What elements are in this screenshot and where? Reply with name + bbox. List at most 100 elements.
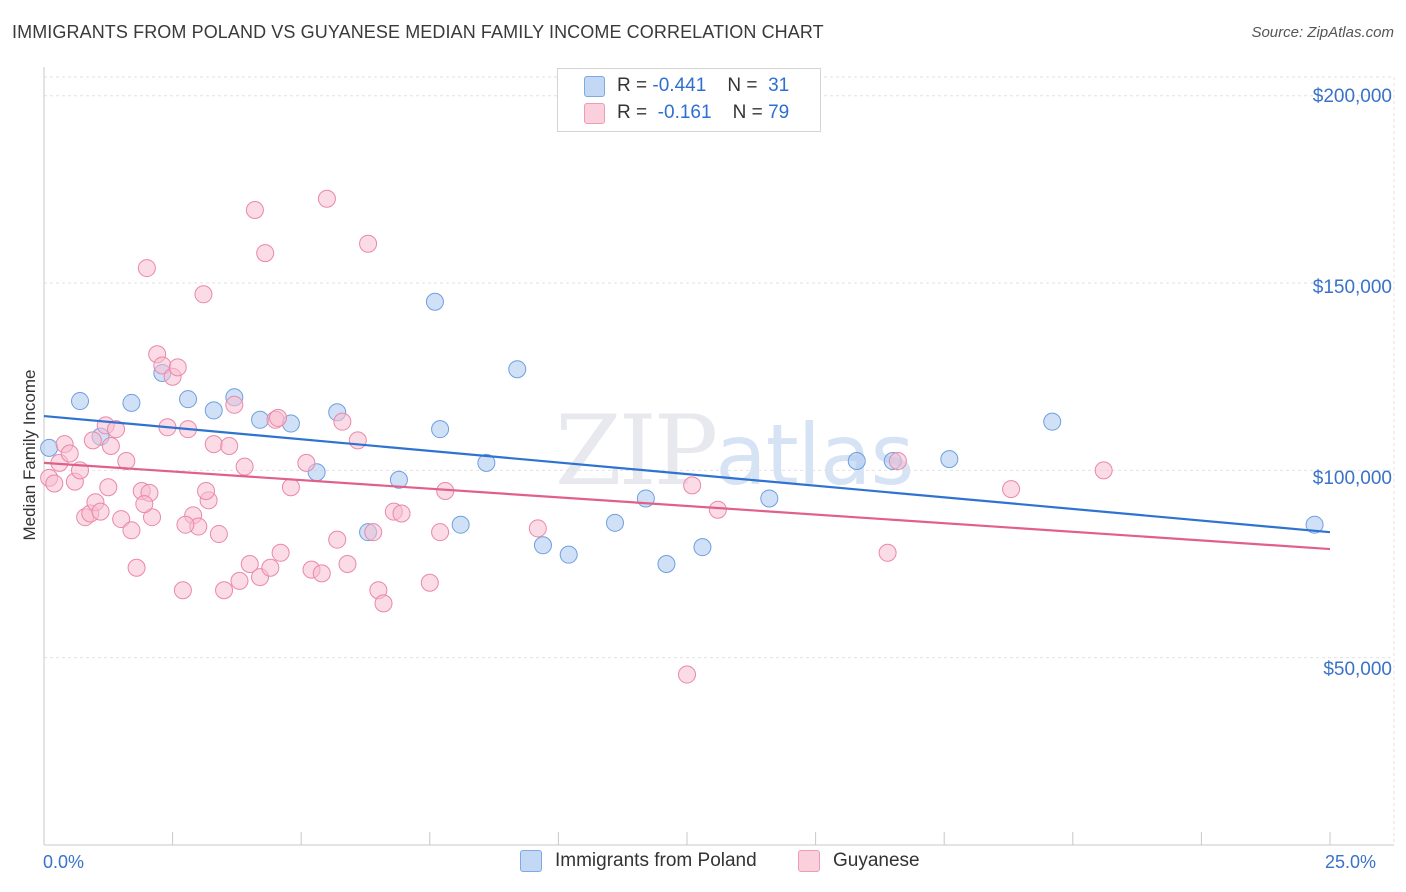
guyanese-r-value: -0.161: [657, 102, 712, 123]
guyanese-point-58: [374, 594, 393, 613]
guyanese-point-12: [101, 437, 120, 456]
poland-n-label: N =: [727, 75, 758, 96]
guyanese-point-50: [317, 189, 336, 208]
poland-point-23: [657, 555, 676, 574]
guyanese-point-56: [364, 523, 383, 542]
guyanese-point-77: [176, 515, 195, 534]
guyanese-point-39: [240, 555, 259, 574]
y-tick-label-200000: $200,000: [1312, 86, 1392, 107]
guyanese-point-40: [245, 200, 264, 219]
guyanese-r-label: R =: [617, 102, 648, 123]
legend-poland-swatch: [520, 850, 542, 872]
poland-trend-line: [43, 414, 1331, 534]
guyanese-point-34: [215, 581, 234, 600]
guyanese-point-45: [271, 543, 290, 562]
poland-point-30: [1305, 515, 1324, 534]
guyanese-point-36: [225, 395, 244, 414]
y-tick-label-150000: $150,000: [1312, 277, 1392, 298]
guyanese-point-17: [127, 558, 146, 577]
guyanese-point-60: [420, 573, 439, 592]
guyanese-point-73: [83, 431, 102, 450]
guyanese-point-32: [204, 435, 223, 454]
x-axis-min-label: 0.0%: [43, 852, 85, 872]
guyanese-point-14: [112, 510, 131, 529]
poland-point-5: [179, 390, 198, 409]
guyanese-point-42: [256, 244, 275, 263]
axes: [43, 67, 1394, 846]
guyanese-point-68: [1002, 480, 1021, 499]
guyanese-point-52: [333, 412, 352, 431]
legend-guyanese-label: Guyanese: [833, 850, 920, 871]
poland-point-20: [559, 545, 578, 564]
guyanese-point-62: [528, 519, 547, 538]
y-tick-label-100000: $100,000: [1312, 468, 1392, 489]
guyanese-point-46: [281, 478, 300, 497]
poland-point-29: [1043, 412, 1062, 431]
legend-item-guyanese: Guyanese: [798, 850, 920, 872]
legend-guyanese-swatch: [798, 850, 820, 872]
poland-point-0: [40, 438, 59, 457]
correlation-legend: R = -0.441 N = 31 R = -0.161 N = 79: [557, 68, 821, 132]
poland-point-28: [940, 450, 959, 469]
guyanese-point-37: [230, 571, 249, 590]
data-points: [40, 189, 1324, 684]
poland-point-8: [251, 410, 270, 429]
guyanese-point-26: [173, 581, 192, 600]
guyanese-point-51: [328, 530, 347, 549]
poland-n-value: 31: [768, 75, 790, 96]
guyanese-point-69: [1094, 461, 1113, 480]
poland-point-17: [477, 453, 496, 472]
guyanese-point-53: [338, 555, 357, 574]
poland-point-19: [533, 536, 552, 555]
poland-point-15: [431, 420, 450, 439]
poland-point-25: [760, 489, 779, 508]
guyanese-point-1: [45, 474, 64, 493]
guyanese-point-74: [431, 523, 450, 542]
guyanese-point-78: [392, 504, 411, 523]
chart-title: IMMIGRANTS FROM POLAND VS GUYANESE MEDIA…: [12, 22, 824, 42]
guyanese-point-71: [135, 495, 154, 514]
guyanese-point-13: [107, 420, 126, 439]
guyanese-point-25: [168, 358, 187, 377]
poland-point-14: [425, 292, 444, 311]
guyanese-point-30: [194, 285, 213, 304]
guyanese-point-54: [348, 431, 367, 450]
poland-r-label: R =: [617, 75, 648, 96]
poland-r-value: -0.441: [652, 75, 707, 96]
watermark-atlas: atlas: [715, 406, 914, 504]
guyanese-n-value: 79: [768, 102, 790, 123]
guyanese-point-72: [197, 481, 216, 500]
guyanese-point-38: [235, 457, 254, 476]
guyanese-point-64: [683, 476, 702, 495]
guyanese-point-49: [312, 564, 331, 583]
guyanese-point-33: [209, 525, 228, 544]
trend-lines: [43, 414, 1331, 551]
y-tick-label-50000: $50,000: [1323, 659, 1392, 680]
guyanese-point-66: [878, 543, 897, 562]
guyanese-point-63: [678, 665, 696, 684]
guyanese-point-35: [220, 437, 239, 456]
guyanese-point-65: [708, 500, 727, 519]
poland-point-16: [451, 515, 470, 534]
poland-swatch: [584, 75, 605, 97]
guyanese-point-19: [137, 259, 156, 278]
y-axis-title: Median Family Income: [20, 369, 39, 541]
legend-item-poland: Immigrants from Poland: [520, 850, 757, 872]
poland-point-18: [508, 360, 527, 379]
guyanese-n-label: N =: [732, 102, 763, 123]
guyanese-point-75: [269, 408, 288, 427]
poland-point-26: [847, 452, 866, 470]
guyanese-point-67: [888, 452, 907, 470]
guyanese-point-15: [117, 452, 136, 470]
poland-point-21: [605, 513, 624, 532]
guyanese-point-55: [359, 234, 378, 253]
guyanese-point-47: [297, 453, 316, 472]
guyanese-point-4: [60, 444, 79, 463]
guyanese-point-43: [261, 558, 280, 577]
poland-point-13: [389, 470, 408, 489]
guyanese-point-16: [122, 521, 141, 540]
guyanese-point-10: [91, 502, 110, 521]
guyanese-point-76: [99, 478, 118, 497]
legend-poland-label: Immigrants from Poland: [555, 850, 757, 871]
